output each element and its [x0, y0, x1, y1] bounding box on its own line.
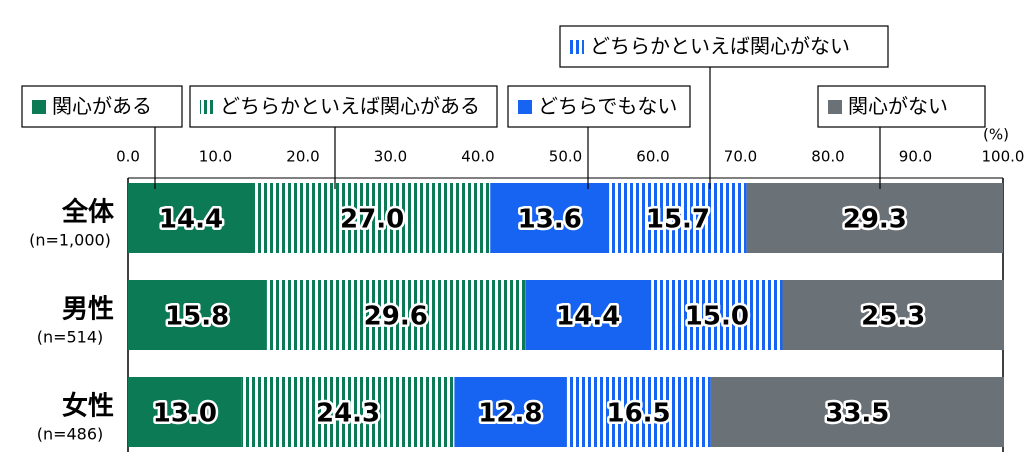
value-label: 15.8	[165, 302, 229, 332]
x-tick-label: 10.0	[199, 148, 232, 166]
category-label: 男性	[62, 295, 114, 325]
bar-segment	[710, 377, 1004, 447]
legend-label: どちらかといえば関心がある	[220, 94, 480, 118]
bar-segment	[241, 377, 455, 447]
bar-segment	[490, 183, 610, 253]
legend-label: どちらかといえば関心がない	[590, 34, 850, 58]
value-label: 25.3	[861, 302, 925, 332]
x-tick-label: 0.0	[116, 148, 140, 166]
bar-segment	[454, 377, 567, 447]
bar-segment	[128, 183, 254, 253]
value-label: 33.5	[825, 399, 889, 429]
value-label: 27.0	[340, 205, 404, 235]
legend-swatch	[200, 100, 214, 114]
x-tick-label: 20.0	[286, 148, 319, 166]
sample-size: (n=486)	[37, 425, 104, 444]
category-label: 全体	[61, 197, 115, 228]
category-label: 女性	[62, 391, 114, 422]
bar-segment	[128, 377, 242, 447]
value-label: 15.0	[685, 302, 749, 332]
legend-label: 関心がある	[52, 94, 152, 118]
sample-size: (n=514)	[37, 328, 104, 347]
value-label: 13.6	[518, 205, 582, 235]
value-label: 14.4	[556, 302, 620, 332]
legend-swatch	[570, 40, 584, 54]
value-label: 29.6	[364, 302, 428, 332]
legend-box	[189, 85, 498, 128]
legend-label: 関心がない	[848, 94, 948, 118]
x-tick-label: 80.0	[811, 148, 844, 166]
value-label: 16.5	[606, 399, 670, 429]
bar-segment	[525, 280, 652, 350]
bar-segment	[651, 280, 783, 350]
legend-box	[507, 85, 691, 128]
value-label: 29.3	[843, 205, 907, 235]
bar-segment	[746, 183, 1003, 253]
x-tick-label: 60.0	[636, 148, 669, 166]
bar-segment	[782, 280, 1004, 350]
value-label: 14.4	[159, 205, 223, 235]
value-label: 13.0	[153, 399, 217, 429]
legend-swatch	[518, 100, 532, 114]
x-tick-label: 90.0	[899, 148, 932, 166]
value-label: 24.3	[316, 399, 380, 429]
sample-size: (n=1,000)	[29, 231, 111, 250]
value-label: 15.7	[646, 205, 710, 235]
legend-swatch	[828, 100, 842, 114]
bar-segment	[266, 280, 526, 350]
legend-swatch	[32, 100, 46, 114]
legend-box	[21, 85, 183, 128]
unit-label: (%)	[983, 126, 1009, 144]
x-tick-label: 30.0	[374, 148, 407, 166]
bar-segment	[254, 183, 491, 253]
bar-segment	[609, 183, 747, 253]
legend-box	[817, 85, 986, 128]
bar-segment	[128, 280, 267, 350]
bar-segment	[566, 377, 711, 447]
value-label: 12.8	[478, 399, 542, 429]
x-tick-label: 70.0	[724, 148, 757, 166]
legend-box	[559, 25, 889, 68]
x-tick-label: 100.0	[982, 148, 1024, 166]
legend-label: どちらでもない	[538, 94, 677, 118]
x-tick-label: 40.0	[461, 148, 494, 166]
x-tick-label: 50.0	[549, 148, 582, 166]
